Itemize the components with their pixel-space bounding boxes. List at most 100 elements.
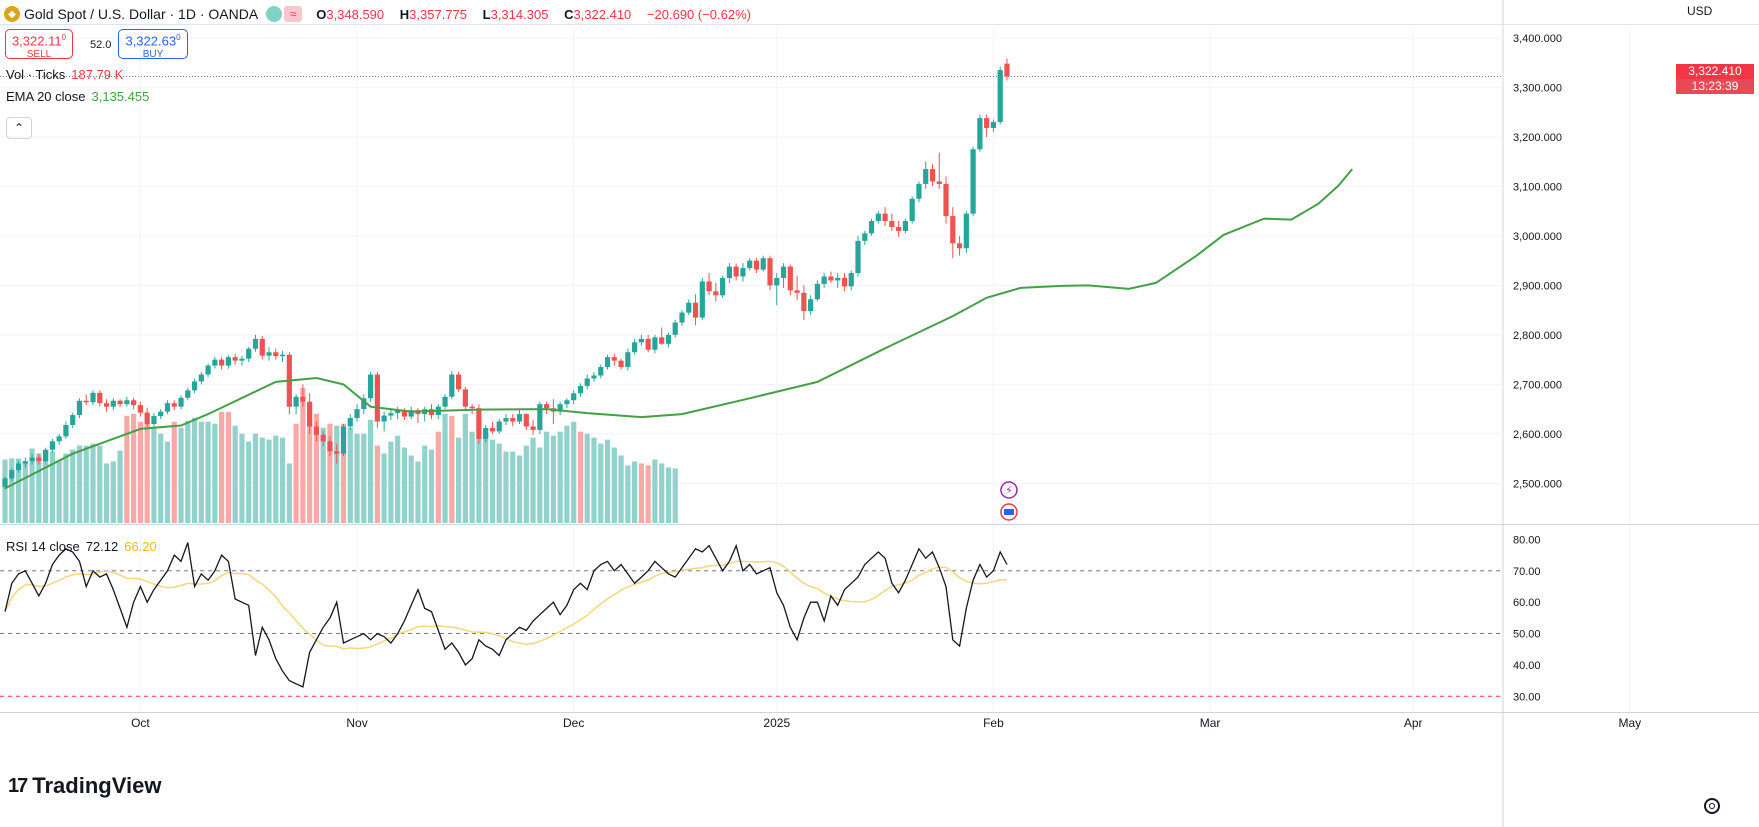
time-tick-label: 2025 (763, 716, 790, 730)
candle-body (516, 414, 523, 422)
volume-bar (56, 460, 62, 523)
price-tick-label: 2,700.000 (1513, 379, 1562, 391)
candle-body (307, 401, 313, 427)
volume-bar (469, 431, 475, 523)
candle-body (510, 418, 516, 422)
collapse-legend-button[interactable]: ⌃ (6, 117, 32, 139)
candle-body (449, 374, 455, 397)
volume-legend[interactable]: Vol · Ticks 187.79 K (6, 67, 124, 82)
tradingview-logo[interactable]: 17 TradingView (8, 773, 162, 798)
candle-body (219, 359, 225, 366)
volume-bar (591, 437, 597, 523)
candle-body (29, 457, 35, 462)
candle-body (293, 396, 299, 407)
candle-body (679, 312, 685, 323)
sell-button[interactable]: 3,322.110 SELL (5, 29, 73, 60)
ohlc-readout: O3,348.590 H3,357.775 L3,314.305 C3,322.… (316, 6, 751, 22)
candle-body (137, 405, 143, 413)
rsi-legend[interactable]: RSI 14 close 72.12 66.20 (6, 539, 157, 554)
candle-body (1004, 63, 1010, 77)
candle-body (205, 365, 211, 375)
candle-body (225, 357, 232, 366)
volume-bar (611, 447, 617, 523)
price-tick-label: 2,500.000 (1513, 478, 1562, 490)
candle-body (2, 478, 8, 487)
candle-body (747, 260, 753, 269)
candle-body (158, 411, 164, 417)
candle-body (963, 213, 969, 249)
countdown-tag: 13:23:39 (1676, 79, 1754, 94)
candle-body (374, 374, 380, 422)
volume-bar (205, 421, 211, 523)
gear-icon[interactable] (1704, 798, 1720, 814)
candle-body (611, 357, 617, 361)
candle-body (151, 416, 157, 424)
candle-body (530, 426, 536, 430)
change-value: −20.690 (−0.62%) (646, 6, 751, 22)
candle-body (476, 408, 482, 439)
candle-body (469, 406, 475, 409)
chart-grid (0, 28, 1631, 712)
volume-bar (63, 453, 69, 523)
volume-bar (327, 423, 333, 523)
volume-bar (49, 451, 55, 523)
compare-icon[interactable]: ≈ (284, 6, 303, 22)
ema-legend[interactable]: EMA 20 close 3,135.455 (6, 89, 150, 104)
volume-bar (510, 451, 516, 523)
candle-body (909, 198, 915, 222)
currency-selector[interactable]: USD (1687, 4, 1713, 18)
candle-body (780, 266, 787, 278)
candle-body (970, 149, 976, 214)
volume-bar (164, 441, 171, 523)
volume-bar (598, 443, 604, 523)
candle-body (841, 277, 848, 287)
volume-bar (577, 431, 584, 523)
volume-bar (537, 447, 543, 523)
symbol-title[interactable]: Gold Spot / U.S. Dollar · 1D · OANDA (24, 6, 259, 22)
market-status-icon[interactable] (266, 6, 283, 22)
volume-bar (266, 439, 272, 523)
gold-logo-icon[interactable]: ◆ (4, 6, 20, 22)
volume-bar (22, 461, 28, 523)
tradingview-logo-icon: 17 (8, 774, 28, 797)
volume-bar (36, 453, 42, 523)
volume-bar (232, 425, 238, 523)
candle-body (794, 290, 800, 293)
volume-bar (90, 443, 96, 523)
candle-body (564, 400, 570, 405)
volume-bar (618, 455, 624, 523)
time-tick-label: May (1618, 716, 1641, 730)
candle-body (97, 392, 103, 404)
volume-bar (171, 421, 177, 523)
volume-bar (571, 421, 577, 523)
candle-body (388, 413, 394, 416)
candle-body (862, 233, 868, 241)
volume-bar (584, 433, 590, 523)
volume-bar (557, 431, 563, 523)
volume-bars (2, 388, 678, 523)
candle-body (178, 397, 184, 407)
candle-body (774, 277, 780, 286)
rsi-pane (0, 542, 1502, 697)
volume-bar (516, 455, 523, 523)
volume-bar (151, 427, 157, 523)
candle-body (63, 424, 69, 437)
candle-body (923, 169, 929, 184)
volume-bar (503, 451, 509, 523)
volume-bar (625, 465, 631, 523)
rsi-tick-label: 50.00 (1513, 629, 1541, 641)
candle-body (9, 470, 15, 479)
candle-body (483, 427, 489, 439)
candle-body (279, 354, 286, 357)
volume-bar (239, 433, 245, 523)
candle-body (936, 181, 942, 184)
candle-body (313, 426, 320, 435)
candle-body (503, 418, 509, 422)
volume-bar (354, 433, 360, 523)
volume-bar (347, 427, 353, 523)
flag-glyph (1003, 509, 1014, 515)
candle-body (367, 374, 374, 399)
candle-body (753, 260, 760, 270)
buy-button[interactable]: 3,322.630 BUY (118, 29, 188, 60)
